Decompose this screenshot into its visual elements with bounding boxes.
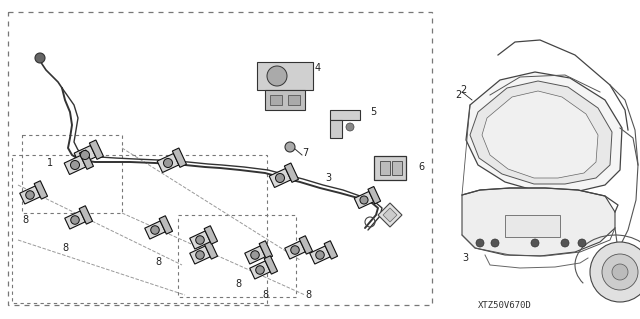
Text: 8: 8 bbox=[235, 279, 241, 289]
Circle shape bbox=[531, 239, 539, 247]
Circle shape bbox=[285, 142, 295, 152]
Polygon shape bbox=[462, 188, 615, 256]
Circle shape bbox=[590, 242, 640, 302]
Polygon shape bbox=[355, 191, 374, 209]
Text: 1: 1 bbox=[47, 158, 53, 168]
Polygon shape bbox=[470, 81, 612, 184]
Circle shape bbox=[275, 174, 285, 182]
Circle shape bbox=[256, 266, 264, 274]
Bar bbox=[270, 95, 282, 105]
Bar bbox=[330, 110, 360, 120]
Text: 7: 7 bbox=[302, 148, 308, 158]
Polygon shape bbox=[285, 241, 305, 259]
Circle shape bbox=[81, 151, 90, 160]
Polygon shape bbox=[204, 226, 218, 244]
Text: 2: 2 bbox=[455, 90, 461, 100]
Circle shape bbox=[476, 239, 484, 247]
FancyBboxPatch shape bbox=[257, 62, 313, 90]
Polygon shape bbox=[90, 140, 104, 160]
Circle shape bbox=[267, 66, 287, 86]
Bar bbox=[178, 215, 296, 297]
Polygon shape bbox=[20, 186, 40, 204]
Circle shape bbox=[360, 196, 368, 204]
Circle shape bbox=[26, 191, 35, 199]
Circle shape bbox=[346, 123, 354, 131]
Text: 8: 8 bbox=[262, 290, 268, 300]
Polygon shape bbox=[466, 72, 622, 192]
Polygon shape bbox=[189, 246, 211, 264]
Text: 6: 6 bbox=[418, 162, 424, 172]
Polygon shape bbox=[383, 208, 397, 222]
Polygon shape bbox=[79, 206, 93, 224]
Polygon shape bbox=[250, 261, 270, 279]
Circle shape bbox=[316, 251, 324, 259]
Circle shape bbox=[196, 236, 204, 244]
Polygon shape bbox=[284, 163, 298, 182]
Polygon shape bbox=[482, 91, 598, 178]
Text: 2: 2 bbox=[460, 85, 467, 95]
Polygon shape bbox=[159, 216, 173, 234]
Circle shape bbox=[578, 239, 586, 247]
Text: 5: 5 bbox=[370, 107, 376, 117]
Circle shape bbox=[70, 160, 79, 169]
Text: 8: 8 bbox=[155, 257, 161, 267]
Circle shape bbox=[561, 239, 569, 247]
Polygon shape bbox=[259, 241, 273, 259]
Circle shape bbox=[602, 254, 638, 290]
Circle shape bbox=[151, 226, 159, 234]
Text: 3: 3 bbox=[462, 253, 468, 263]
Bar bbox=[380, 161, 390, 175]
Polygon shape bbox=[324, 241, 337, 259]
Text: XTZ50V670D: XTZ50V670D bbox=[478, 300, 532, 309]
Polygon shape bbox=[269, 168, 291, 188]
Polygon shape bbox=[378, 203, 402, 227]
Bar bbox=[505, 215, 560, 237]
Polygon shape bbox=[310, 246, 330, 264]
Bar bbox=[330, 120, 342, 138]
Polygon shape bbox=[299, 236, 312, 254]
Polygon shape bbox=[145, 221, 165, 239]
Text: 8: 8 bbox=[22, 215, 28, 225]
Text: 4: 4 bbox=[315, 63, 321, 73]
Bar bbox=[392, 161, 402, 175]
Bar bbox=[288, 95, 300, 105]
Polygon shape bbox=[204, 241, 218, 259]
Bar bbox=[8, 12, 432, 305]
Polygon shape bbox=[157, 153, 179, 173]
Bar bbox=[12, 155, 267, 303]
Circle shape bbox=[163, 159, 173, 167]
Polygon shape bbox=[74, 145, 96, 165]
Text: 3: 3 bbox=[325, 173, 331, 183]
Polygon shape bbox=[189, 231, 211, 249]
Polygon shape bbox=[64, 155, 86, 174]
Circle shape bbox=[491, 239, 499, 247]
Polygon shape bbox=[34, 181, 47, 199]
Polygon shape bbox=[244, 246, 265, 264]
Circle shape bbox=[71, 216, 79, 224]
Bar bbox=[265, 90, 305, 110]
Circle shape bbox=[612, 264, 628, 280]
Polygon shape bbox=[264, 256, 278, 274]
FancyBboxPatch shape bbox=[374, 156, 406, 180]
Text: 8: 8 bbox=[62, 243, 68, 253]
Polygon shape bbox=[368, 187, 381, 204]
Circle shape bbox=[35, 53, 45, 63]
Polygon shape bbox=[65, 211, 85, 229]
Circle shape bbox=[196, 251, 204, 259]
Circle shape bbox=[291, 246, 300, 254]
Polygon shape bbox=[79, 150, 93, 169]
Text: 8: 8 bbox=[305, 290, 311, 300]
Bar bbox=[22, 135, 122, 213]
Polygon shape bbox=[172, 148, 186, 167]
Circle shape bbox=[251, 251, 259, 259]
